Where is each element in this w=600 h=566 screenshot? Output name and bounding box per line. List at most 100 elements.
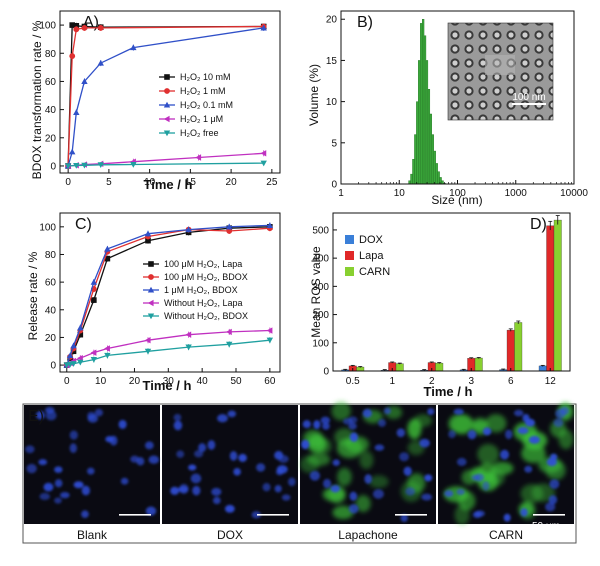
panel-a-x-tick-label: 15: [185, 177, 197, 188]
panel-c-data-point: [144, 230, 152, 237]
nucleus: [421, 493, 433, 501]
panel-c-y-tick-label: 20: [45, 333, 57, 344]
nucleus: [94, 408, 104, 417]
panel-c-series-line: [66, 226, 270, 366]
nucleus: [399, 452, 409, 462]
panel-b-x-tick-label: 1: [338, 188, 344, 199]
panel-c-plot-frame: [59, 212, 281, 373]
panel-b-bar: [416, 101, 419, 185]
panel-a-data-point: [195, 154, 202, 161]
nucleus: [377, 419, 386, 427]
green-cell: [520, 484, 544, 504]
nucleus: [179, 483, 189, 494]
panel-e-label: E): [28, 408, 44, 425]
blue-nuclei: [25, 406, 160, 519]
nucleus: [309, 470, 321, 481]
panel-b-y-tick-label: 20: [326, 15, 338, 26]
panel-d-y-tick-label: 300: [312, 282, 329, 293]
panel-c-data-point: [226, 228, 233, 234]
panel-c-series-line: [66, 227, 270, 366]
nucleus: [482, 427, 492, 436]
nucleus: [44, 406, 55, 414]
panel-a-data-point: [81, 25, 88, 31]
panel-c-data-point: [104, 352, 111, 359]
nucleus: [342, 418, 353, 425]
panel-d-legend-label: DOX: [359, 234, 384, 246]
panel-c-data-point: [90, 356, 98, 363]
nucleus: [38, 459, 48, 466]
panel-b-bar: [433, 150, 436, 185]
panel-d-y-tick-label: 500: [312, 225, 329, 236]
nucleus: [192, 485, 201, 496]
micrograph-2: DOX: [162, 405, 298, 542]
panel-a-data-point: [69, 22, 76, 28]
nucleus: [528, 435, 540, 444]
panel-a-x-tick-label: 5: [106, 177, 112, 188]
panel-b-label: B): [357, 14, 373, 31]
panel-c-data-point: [185, 331, 192, 338]
panel-c-y-tick-label: 80: [45, 250, 57, 261]
panel-c-legend-label: 100 μM H₂O₂, Lapa: [164, 259, 242, 269]
panel-a-data-point: [73, 22, 80, 29]
panel-a-legend-label: H₂O₂ 10 mM: [180, 72, 231, 82]
nucleus: [73, 481, 84, 489]
panel-a-legend-marker: [164, 74, 170, 80]
nucleus: [330, 484, 341, 493]
nucleus: [453, 408, 464, 415]
nucleus: [287, 477, 296, 487]
panel-d: D) Time / h Mean ROS value: [309, 216, 547, 399]
nucleus: [313, 420, 321, 430]
panel-b-bar: [422, 19, 425, 185]
panel-a-data-point: [73, 26, 80, 33]
nucleus: [444, 490, 454, 498]
panel-c-data-point: [91, 297, 97, 303]
nucleus: [503, 513, 511, 522]
nucleus: [362, 408, 372, 418]
panel-a-legend-label: H₂O₂ 1 μM: [180, 114, 223, 124]
panel-a-data-point: [69, 53, 76, 59]
panel-c-x-axis-label: Time / h: [143, 378, 192, 393]
panel-a-legend-label: H₂O₂ 0.1 mM: [180, 100, 233, 110]
panel-a-series-3: [64, 24, 267, 169]
panel-b-plot: 1 10 100 1000 10000 0 5 10 15 20: [326, 10, 588, 199]
panel-a-series-line: [67, 24, 264, 167]
panel-d-bar: [553, 219, 562, 372]
panel-c-data-point: [90, 278, 98, 285]
nucleus: [148, 455, 160, 464]
nucleus: [198, 443, 207, 453]
nucleus: [301, 439, 310, 450]
nucleus: [211, 487, 222, 496]
panel-c-data-point: [226, 341, 233, 348]
panel-a-y-tick-label: 60: [45, 77, 57, 88]
panel-d-x-tick-label: 3: [468, 376, 474, 387]
green-cell: [368, 475, 389, 489]
panel-b-bar: [435, 163, 438, 185]
green-cell: [322, 487, 346, 502]
panel-c-series-5: [63, 337, 274, 369]
panel-c-data-point: [266, 337, 274, 344]
nucleus: [281, 494, 291, 501]
nucleus: [227, 410, 237, 418]
micrograph-background: [162, 405, 298, 524]
nucleus: [553, 418, 564, 428]
nucleus: [472, 511, 482, 519]
green-cell: [359, 450, 374, 470]
micrograph-1: Blank: [24, 405, 160, 542]
panel-a-x-tick-label: 25: [266, 177, 278, 188]
nucleus: [456, 457, 467, 466]
micrograph-3: Lapachone: [299, 401, 436, 542]
panel-a-data-point: [64, 163, 72, 170]
panel-c-legend-label: 1 μM H₂O₂, BDOX: [164, 285, 238, 295]
nucleus: [145, 506, 157, 516]
panel-c-data-point: [266, 222, 274, 229]
panel-d-x-tick-label: 12: [545, 376, 557, 387]
panel-a-y-tick-label: 80: [45, 49, 57, 60]
nucleus: [190, 473, 202, 484]
nucleus: [60, 492, 70, 499]
nucleus: [173, 413, 182, 422]
panel-c: C) Time / h Release rate / %: [26, 216, 191, 393]
panel-b-bar: [431, 134, 434, 185]
nucleus: [262, 482, 271, 492]
panel-a-data-point: [97, 59, 104, 66]
nucleus: [513, 409, 524, 417]
